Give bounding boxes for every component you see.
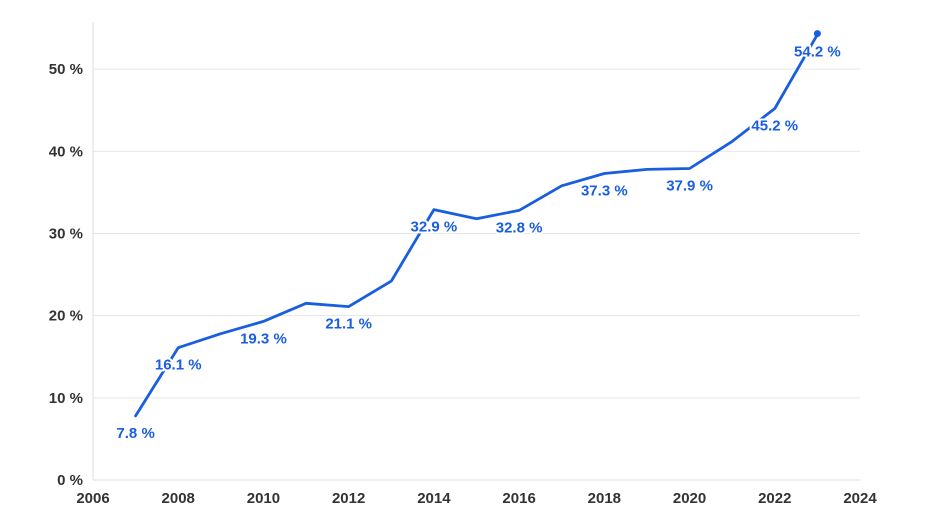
- series-layer: [134, 30, 821, 418]
- data-label: 16.1 %: [155, 357, 202, 374]
- x-tick-label: 2022: [758, 490, 791, 507]
- x-tick-label: 2014: [417, 490, 451, 507]
- y-tick-label: 50 %: [49, 61, 83, 78]
- series-line: [134, 33, 819, 418]
- data-label: 37.3 %: [581, 182, 628, 199]
- axes: 0 % 10 % 20 % 30 % 40 % 50 % 2006 2008 2010 2012 2…: [49, 22, 877, 507]
- data-label: 7.8 %: [116, 425, 154, 442]
- end-point-marker: [813, 30, 821, 38]
- data-label: 19.3 %: [240, 330, 287, 347]
- data-label: 45.2 %: [751, 118, 798, 135]
- x-tick-label: 2024: [843, 490, 877, 507]
- y-tick-label: 10 %: [49, 390, 83, 407]
- data-label: 32.9 %: [411, 219, 458, 236]
- y-tick-label: 20 %: [49, 308, 83, 325]
- data-label: 21.1 %: [325, 316, 372, 333]
- x-tick-label: 2010: [247, 490, 280, 507]
- x-tick-label: 2020: [673, 490, 706, 507]
- data-label: 37.9 %: [666, 178, 713, 195]
- data-labels: 7.8 % 16.1 % 19.3 % 21.1 % 32.9 % 32.8 % 37.3 …: [114, 42, 842, 444]
- x-tick-label: 2012: [332, 490, 365, 507]
- x-tick-label: 2016: [502, 490, 535, 507]
- data-label: 32.8 %: [496, 219, 543, 236]
- y-tick-label: 40 %: [49, 143, 83, 160]
- grid: [93, 68, 860, 399]
- x-tick-label: 2008: [162, 490, 195, 507]
- y-tick-label: 0 %: [57, 472, 83, 489]
- data-label: 54.2 %: [794, 44, 841, 61]
- x-tick-label: 2006: [76, 490, 109, 507]
- x-tick-label: 2018: [588, 490, 621, 507]
- y-tick-label: 30 %: [49, 225, 83, 242]
